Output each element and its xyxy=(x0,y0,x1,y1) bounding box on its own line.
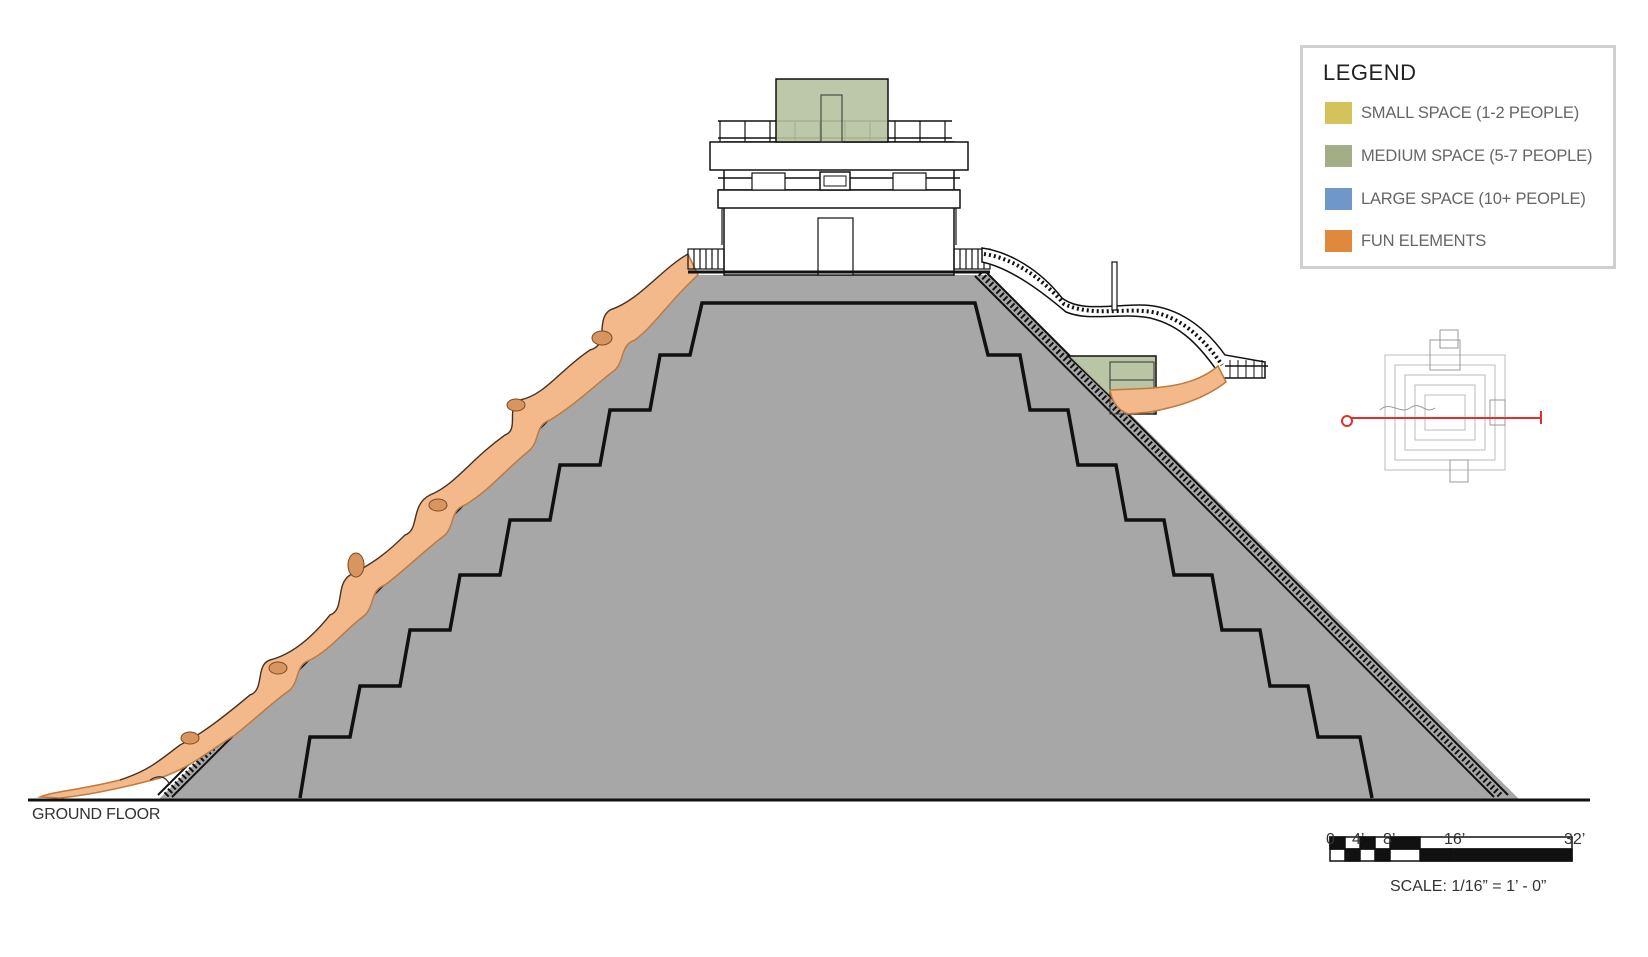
right-slide xyxy=(1109,364,1227,415)
rooftop-medium-space xyxy=(775,78,889,143)
scale-tick-16: 16’ xyxy=(1444,831,1466,848)
pyramid-body xyxy=(158,275,1520,800)
right-balcony xyxy=(981,247,1268,379)
top-building xyxy=(687,78,991,276)
legend-item-medium-space: MEDIUM SPACE (5-7 PEOPLE) xyxy=(1325,143,1592,169)
legend-box: LEGEND SMALL SPACE (1-2 PEOPLE) MEDIUM S… xyxy=(1300,45,1616,269)
left-slide xyxy=(37,252,699,799)
scale-bar xyxy=(1329,836,1573,862)
scale-tick-0: 0 xyxy=(1326,831,1335,848)
legend-label-medium: MEDIUM SPACE (5-7 PEOPLE) xyxy=(1361,146,1593,165)
scale-tick-4: 4’ xyxy=(1352,831,1365,848)
legend-label-small: SMALL SPACE (1-2 PEOPLE) xyxy=(1361,103,1580,122)
legend-label-large: LARGE SPACE (10+ PEOPLE) xyxy=(1361,189,1586,208)
legend-title: LEGEND xyxy=(1323,60,1417,85)
plan-key-thumbnail xyxy=(1379,329,1506,483)
legend-swatch-large xyxy=(1325,188,1352,210)
legend-swatch-medium xyxy=(1325,145,1352,167)
section-cut-marker xyxy=(1341,415,1353,427)
legend-label-fun: FUN ELEMENTS xyxy=(1361,231,1487,250)
legend-item-fun-elements: FUN ELEMENTS xyxy=(1325,228,1486,254)
scale-tick-8: 8’ xyxy=(1383,831,1396,848)
stepped-profile xyxy=(298,301,1374,799)
legend-item-small-space: SMALL SPACE (1-2 PEOPLE) xyxy=(1325,100,1579,126)
scale-caption: SCALE: 1/16” = 1’ - 0” xyxy=(1390,878,1547,895)
legend-swatch-fun xyxy=(1325,230,1352,252)
legend-swatch-small xyxy=(1325,102,1352,124)
scale-tick-32: 32’ xyxy=(1564,831,1586,848)
ground-floor-label: GROUND FLOOR xyxy=(32,806,161,823)
legend-item-large-space: LARGE SPACE (10+ PEOPLE) xyxy=(1325,186,1586,212)
